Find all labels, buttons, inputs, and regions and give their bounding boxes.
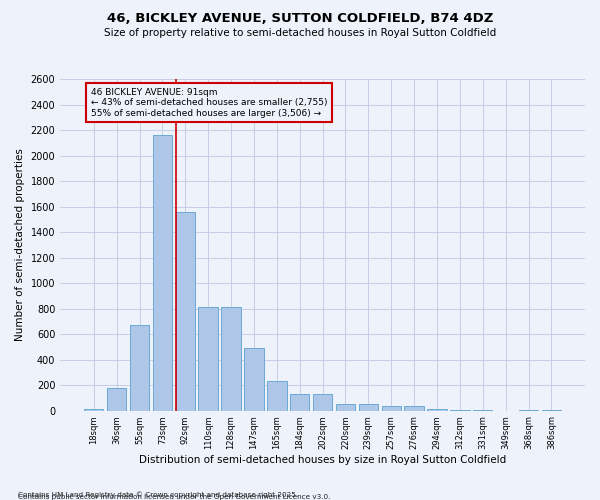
Bar bbox=[313, 394, 332, 410]
Bar bbox=[176, 212, 195, 410]
Bar bbox=[152, 135, 172, 410]
Bar bbox=[244, 348, 263, 410]
Text: Contains public sector information licensed under the Open Government Licence v3: Contains public sector information licen… bbox=[18, 494, 331, 500]
Bar bbox=[359, 404, 378, 410]
Text: 46, BICKLEY AVENUE, SUTTON COLDFIELD, B74 4DZ: 46, BICKLEY AVENUE, SUTTON COLDFIELD, B7… bbox=[107, 12, 493, 26]
Bar bbox=[382, 406, 401, 410]
Text: Size of property relative to semi-detached houses in Royal Sutton Coldfield: Size of property relative to semi-detach… bbox=[104, 28, 496, 38]
Bar bbox=[130, 325, 149, 410]
Text: Contains HM Land Registry data © Crown copyright and database right 2025.: Contains HM Land Registry data © Crown c… bbox=[18, 491, 298, 498]
X-axis label: Distribution of semi-detached houses by size in Royal Sutton Coldfield: Distribution of semi-detached houses by … bbox=[139, 455, 506, 465]
Bar bbox=[221, 308, 241, 410]
Bar bbox=[336, 404, 355, 410]
Bar bbox=[290, 394, 310, 410]
Text: 46 BICKLEY AVENUE: 91sqm
← 43% of semi-detached houses are smaller (2,755)
55% o: 46 BICKLEY AVENUE: 91sqm ← 43% of semi-d… bbox=[91, 88, 328, 118]
Bar bbox=[404, 406, 424, 410]
Bar bbox=[267, 382, 287, 410]
Y-axis label: Number of semi-detached properties: Number of semi-detached properties bbox=[15, 148, 25, 341]
Bar bbox=[107, 388, 127, 410]
Bar bbox=[199, 308, 218, 410]
